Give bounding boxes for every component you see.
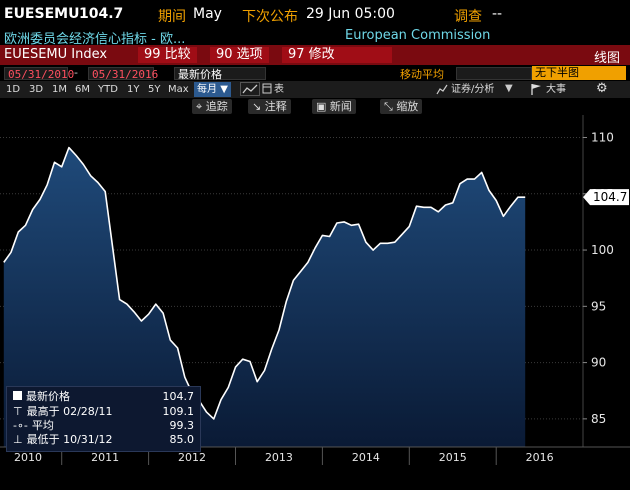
options-button[interactable]: 90 选项 [210,47,269,63]
chevron-down-icon: ▼ [220,84,228,95]
x-tick-label: 2013 [265,451,293,464]
period-value: May [193,6,222,22]
last-value: 104.7 [79,6,124,22]
low-marker-icon: ⊥ [13,433,23,446]
period-max[interactable]: Max [168,84,189,95]
legend-high: ⊤ 最高于 02/28/11 [13,405,113,418]
period-label: 期间 [158,9,186,25]
news-button[interactable]: ▣ 新闻 [312,99,356,114]
legend-high-value: 109.1 [162,405,195,418]
x-tick-label: 2011 [91,451,119,464]
analysis-menu[interactable]: 证券/分析 [451,84,495,95]
next-release-value: 29 Jun 05:00 [306,6,395,22]
table-label[interactable]: 表 [274,84,284,95]
analysis-icon[interactable] [436,83,448,98]
legend-last: 最新价格 [13,390,70,404]
gear-icon[interactable]: ⚙ [596,81,608,96]
track-button[interactable]: ⌖ 追踪 [192,99,232,114]
events-button[interactable]: 大事 [546,84,566,95]
annotate-button[interactable]: ↘ 注释 [248,99,291,114]
last-value-badge: 104.7 [583,189,629,206]
compare-button[interactable]: 99 比较 [138,47,197,63]
period-5y[interactable]: 5Y [148,84,161,95]
y-tick-label: 90 [591,356,606,370]
header-bar: EUESEMU 104.7 期间 May 下次公布 29 Jun 05:00 调… [0,0,630,27]
period-ytd[interactable]: YTD [98,84,118,95]
price-field-select[interactable]: 最新价格 [174,67,266,81]
y-tick-label: 100 [591,243,614,257]
description: 欧洲委员会经济信心指标 - 欧... [4,32,186,45]
x-tick-label: 2014 [352,451,380,464]
ticker: EUESEMU [4,6,80,22]
y-axis-ticks: 859095100105110 [583,131,614,426]
period-6m[interactable]: 6M [75,84,90,95]
zoom-button[interactable]: ⤡ 缩放 [380,99,423,114]
x-tick-label: 2010 [14,451,42,464]
last-value-badge-bg [583,189,629,206]
description-bar: 欧洲委员会经济信心指标 - 欧... European Commission [0,27,630,45]
area-fill [3,147,526,447]
line-chart-icon[interactable] [240,82,260,96]
last-value-badge-label: 104.7 [593,190,627,204]
end-date-input[interactable]: 05/31/2016 [88,67,158,81]
x-tick-label: 2016 [526,451,554,464]
period-1d[interactable]: 1D [6,84,21,95]
legend-low-value: 85.0 [169,433,195,446]
period-3d[interactable]: 3D [29,84,44,95]
news-icon: ▣ [316,100,327,113]
x-tick-label: 2015 [439,451,467,464]
chart-tools-bar: ⌖ 追踪 ↘ 注释 ▣ 新闻 ⤡ 缩放 [0,98,630,115]
security-toolbar: EUESEMU Index 99 比较 90 选项 97 修改 线图 [0,45,630,65]
table-icon[interactable] [262,82,272,96]
chart-type-label[interactable]: 线图 [593,51,620,65]
survey-label: 调查 [454,9,482,25]
average-marker-icon: -∘- [13,419,28,432]
legend-low: ⊥ 最低于 10/31/12 [13,433,113,446]
annotate-icon: ↘ [252,100,262,113]
security-name[interactable]: EUESEMU Index [4,47,108,62]
x-tick-label: 2012 [178,451,206,464]
subchart-select[interactable]: 无下半图 [532,66,626,80]
legend-last-swatch [13,391,22,400]
series-line [3,146,526,420]
y-tick-label: 95 [591,299,606,313]
moving-average-select[interactable] [456,67,532,80]
date-separator: - [74,66,78,79]
period-bar: 1D 3D 1M 6M YTD 1Y 5Y Max 每月 ▼ 表 证券/分析 ▼… [0,81,630,98]
legend-last-value: 104.7 [162,390,195,403]
legend-box: 最新价格 104.7 ⊤ 最高于 02/28/11 109.1 -∘- 平均 99.… [6,386,201,452]
period-1m[interactable]: 1M [52,84,67,95]
y-tick-label: 85 [591,412,606,426]
flag-icon[interactable] [530,83,542,98]
start-date-input[interactable]: 05/31/2010 [4,67,74,81]
legend-avg: -∘- 平均 [13,419,54,432]
y-tick-label: 110 [591,131,614,145]
analysis-dropdown-icon[interactable]: ▼ [505,83,513,94]
next-release-label: 下次公布 [242,9,298,25]
survey-value: -- [492,6,503,22]
zoom-icon: ⤡ [384,100,393,113]
range-bar: 05/31/2010 - 05/31/2016 最新价格 移动平均 无下半图 [0,65,630,81]
legend-avg-value: 99.3 [169,419,195,432]
moving-average-label[interactable]: 移动平均 [400,68,444,81]
frequency-select[interactable]: 每月 ▼ [194,82,231,97]
source: European Commission [345,28,491,43]
high-marker-icon: ⊤ [13,405,23,418]
period-1y[interactable]: 1Y [127,84,140,95]
edit-button[interactable]: 97 修改 [282,47,392,63]
crosshair-icon: ⌖ [196,100,203,113]
